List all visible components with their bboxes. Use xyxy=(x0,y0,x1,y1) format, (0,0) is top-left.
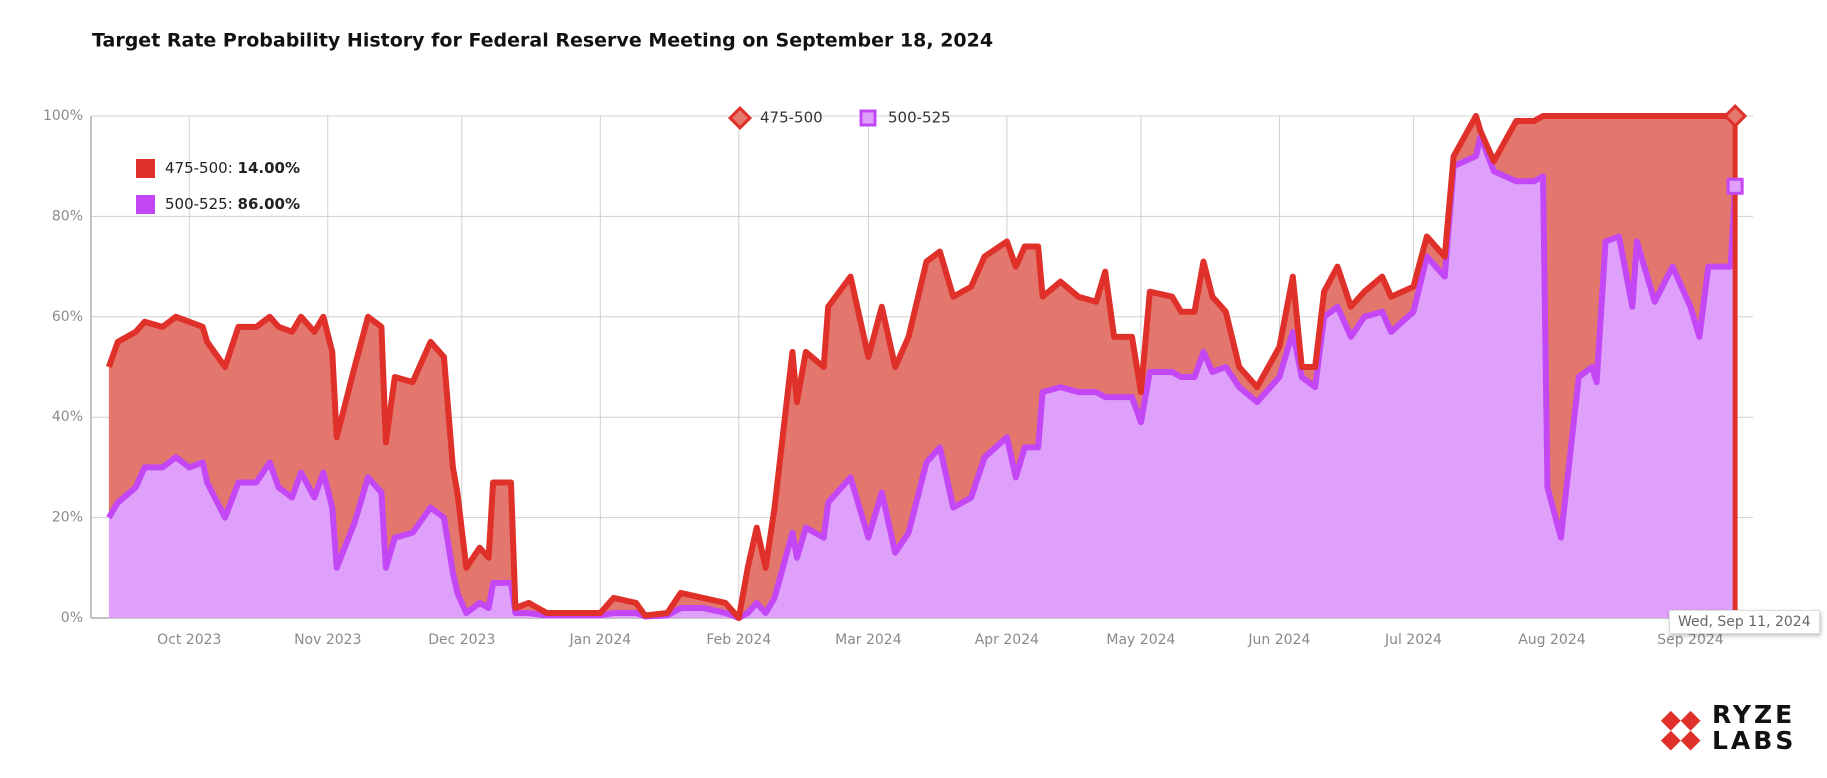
hover-row: 500-525 86.00% xyxy=(136,186,300,222)
legend-item: 475-500 xyxy=(727,105,823,131)
logo: RYZE LABS xyxy=(1660,700,1796,755)
brand-text: LABS xyxy=(1712,726,1796,755)
hover-name: 500-525 xyxy=(165,195,238,213)
chart-title: Target Rate Probability History for Fede… xyxy=(92,30,993,52)
brand-text: RYZE xyxy=(1712,700,1795,729)
x-tick-label: Nov 2023 xyxy=(294,632,361,648)
legend-item: 500-525 xyxy=(859,109,951,127)
hover-value: 14.00% xyxy=(237,159,300,177)
y-tick-label: 20% xyxy=(52,510,83,526)
line xyxy=(106,113,1736,621)
swatch xyxy=(136,194,155,214)
x-tick-label: Oct 2023 xyxy=(157,632,221,648)
x-tick-label: Apr 2024 xyxy=(975,632,1039,648)
legend-marker xyxy=(859,109,877,127)
end-marker xyxy=(1726,177,1744,195)
hover-box: 475-500 14.00% 500-525 86.00% xyxy=(136,150,300,222)
x-tick-label: Dec 2023 xyxy=(428,632,495,648)
x-tick-label: Mar 2024 xyxy=(835,632,902,648)
x-tick-label: May 2024 xyxy=(1106,632,1175,648)
legend-marker xyxy=(727,105,753,131)
hover-value: 86.00% xyxy=(237,195,300,213)
area xyxy=(108,116,1736,618)
legend-label: 475-500 xyxy=(760,109,823,127)
legend-label: 500-525 xyxy=(888,109,951,127)
y-tick-label: 60% xyxy=(52,309,83,325)
x-tick-label: Jan 2024 xyxy=(568,632,631,648)
y-tick-label: 100% xyxy=(43,108,83,124)
hover-row: 475-500 14.00% xyxy=(136,150,300,186)
end-marker xyxy=(1723,103,1748,129)
hover-name: 475-500 xyxy=(165,159,238,177)
y-tick-label: 40% xyxy=(52,409,83,425)
x-tick-label: Jun 2024 xyxy=(1247,632,1310,648)
swatch xyxy=(136,158,155,178)
x-tick-label: Sep 2024 xyxy=(1657,632,1724,648)
tooltip-date: Wed, Sep 11, 2024 xyxy=(1669,610,1820,634)
area xyxy=(108,136,1736,618)
x-tick-label: Aug 2024 xyxy=(1518,632,1586,648)
y-tick-label: 0% xyxy=(61,610,83,626)
y-tick-label: 80% xyxy=(52,208,83,224)
x-tick-label: Jul 2024 xyxy=(1384,632,1442,648)
x-tick-label: Feb 2024 xyxy=(706,632,771,648)
